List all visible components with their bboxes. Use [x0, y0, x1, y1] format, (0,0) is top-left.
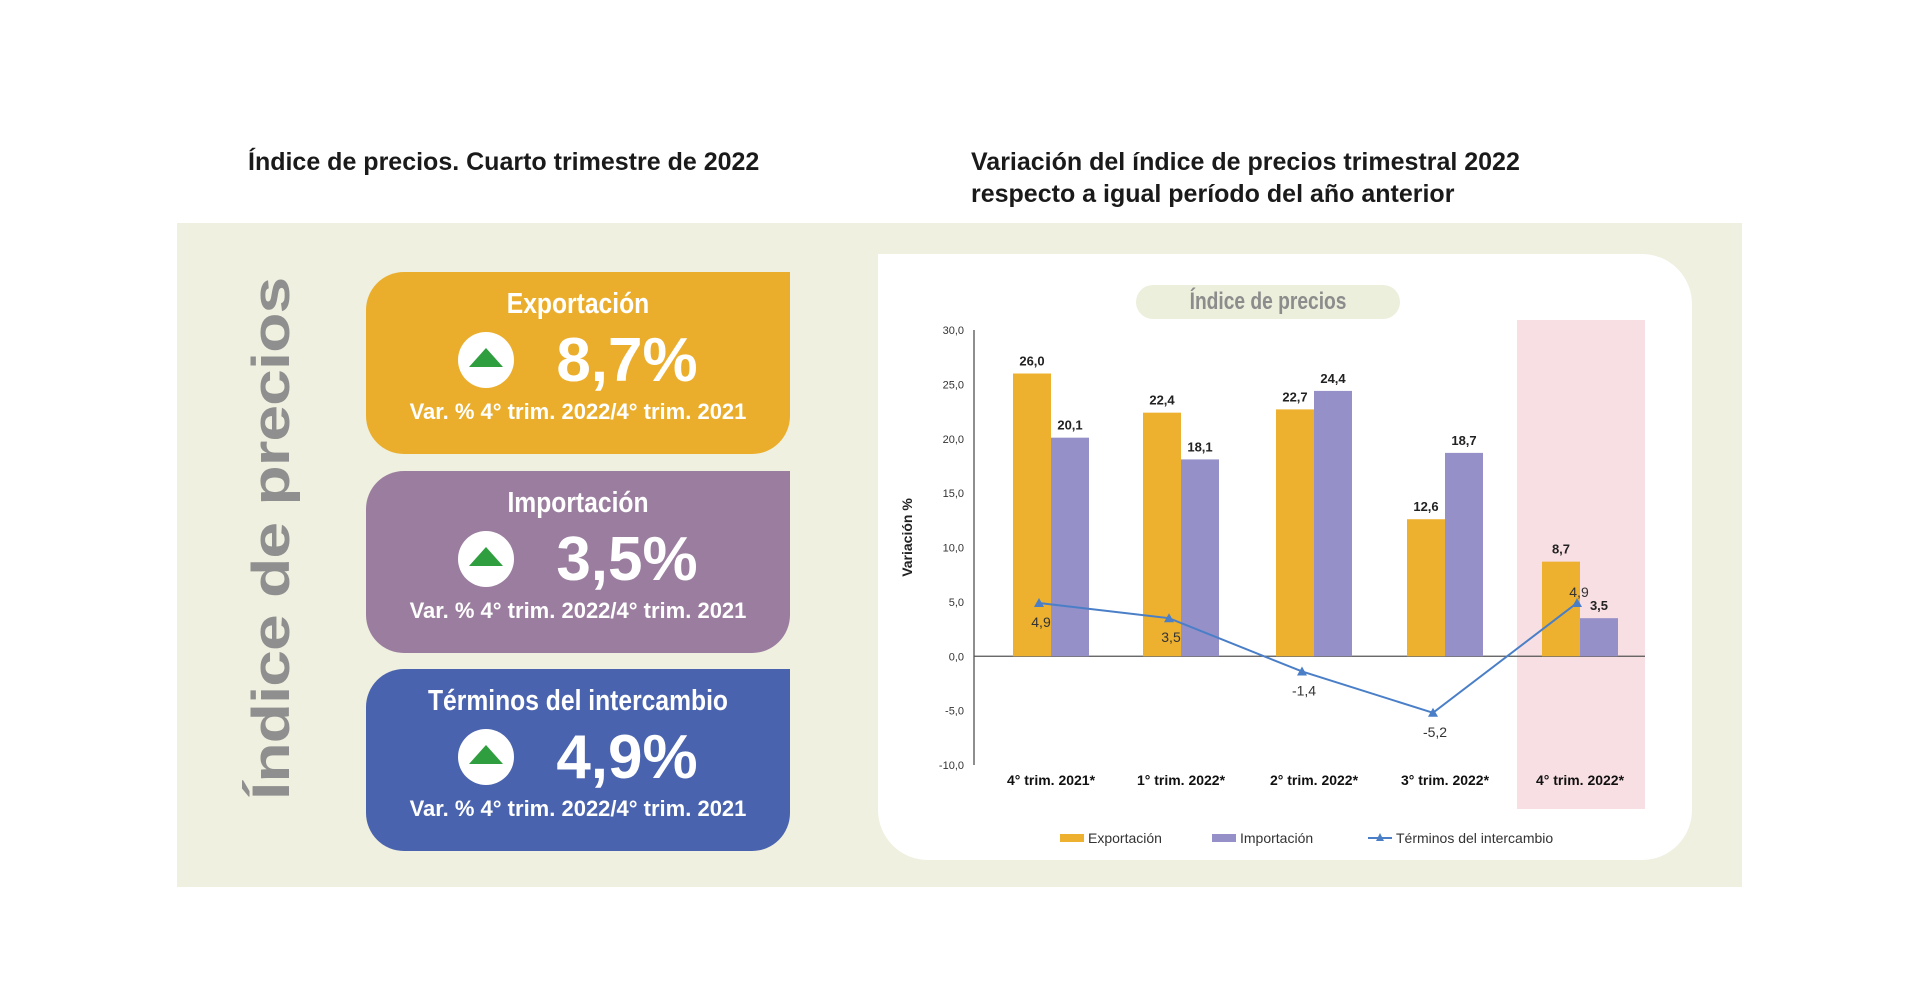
bar-data-label: 26,0 [1019, 354, 1044, 369]
card-subtitle: Var. % 4° trim. 2022/4° trim. 2021 [409, 598, 747, 623]
bar-data-label: 18,1 [1187, 439, 1212, 454]
arrow-up-icon [458, 729, 515, 785]
y-tick-label: 25,0 [943, 379, 964, 391]
right-title: Variación del índice de precios trimestr… [971, 146, 1520, 210]
line-data-label: -5,2 [1423, 724, 1447, 740]
y-tick-label: 5,0 [949, 597, 964, 609]
x-tick-label: 3° trim. 2022* [1401, 772, 1490, 788]
bar-data-label: 12,6 [1413, 499, 1438, 514]
card-name: Términos del intercambio [428, 685, 728, 717]
arrow-up-icon [458, 531, 515, 587]
line-data-label: 3,5 [1161, 629, 1181, 645]
left-title: Índice de precios. Cuarto trimestre de 2… [248, 148, 760, 176]
line-data-label: 4,9 [1031, 614, 1051, 630]
chart-title: Índice de precios [1136, 285, 1400, 319]
bar-importación [1580, 618, 1618, 657]
right-title-line2: respecto a igual período del año anterio… [971, 180, 1455, 208]
y-tick-label: 15,0 [943, 488, 964, 500]
legend-swatch [1060, 834, 1084, 842]
bar-data-label: 22,7 [1282, 389, 1307, 404]
bar-data-label: 24,4 [1320, 371, 1346, 386]
legend-label: Importación [1240, 830, 1313, 846]
x-tick-label: 4° trim. 2022* [1536, 772, 1625, 788]
x-tick-label: 2° trim. 2022* [1270, 772, 1359, 788]
x-tick-label: 1° trim. 2022* [1137, 772, 1226, 788]
x-tick-label: 4° trim. 2021* [1007, 772, 1096, 788]
line-data-label: 4,9 [1569, 584, 1589, 600]
y-tick-label: -10,0 [939, 760, 964, 772]
bar-data-label: 18,7 [1451, 433, 1476, 448]
line-point-marker [1297, 666, 1307, 676]
legend-swatch [1212, 834, 1236, 842]
right-title-line1: Variación del índice de precios trimestr… [971, 148, 1520, 176]
bar-data-label: 3,5 [1590, 598, 1608, 613]
line-point-marker [1034, 597, 1044, 607]
y-tick-label: 10,0 [943, 543, 964, 555]
line-point-marker [1572, 597, 1582, 607]
y-tick-label: 20,0 [943, 434, 964, 446]
card-subtitle: Var. % 4° trim. 2022/4° trim. 2021 [409, 399, 747, 424]
y-tick-label: 0,0 [949, 651, 964, 663]
y-axis-label: Variación % [899, 498, 915, 577]
line-point-marker [1428, 707, 1438, 717]
card-name: Importación [507, 487, 649, 519]
bar-data-label: 20,1 [1057, 418, 1082, 433]
card-name: Exportación [506, 288, 650, 320]
y-tick-label: -5,0 [945, 706, 964, 718]
bar-importación [1051, 437, 1089, 657]
highlight-band [1517, 320, 1645, 809]
card-value: 3,5% [556, 524, 698, 594]
card-importacion: Importación 3,5% Var. % 4° trim. 2022/4°… [366, 471, 790, 653]
bar-exportación [1542, 561, 1580, 657]
card-exportacion: Exportación 8,7% Var. % 4° trim. 2022/4°… [366, 272, 790, 454]
legend-label: Exportación [1088, 830, 1162, 846]
legend-marker [1376, 833, 1384, 841]
card-subtitle: Var. % 4° trim. 2022/4° trim. 2021 [409, 796, 747, 821]
bar-importación [1314, 390, 1352, 657]
line-data-label: -1,4 [1292, 682, 1316, 698]
bar-data-label: 22,4 [1149, 393, 1175, 408]
legend-label: Términos del intercambio [1396, 830, 1553, 846]
card-value: 8,7% [556, 325, 698, 395]
bar-exportación [1276, 409, 1314, 657]
bar-data-label: 8,7 [1552, 542, 1570, 557]
card-value: 4,9% [556, 722, 698, 792]
bar-exportación [1407, 519, 1445, 657]
line-point-marker [1164, 613, 1174, 623]
bar-importación [1445, 452, 1483, 657]
y-tick-label: 30,0 [943, 325, 964, 337]
card-terminos: Términos del intercambio 4,9% Var. % 4° … [366, 669, 790, 851]
bar-importación [1181, 459, 1219, 657]
arrow-up-icon [458, 332, 515, 388]
bar-exportación [1013, 373, 1051, 657]
